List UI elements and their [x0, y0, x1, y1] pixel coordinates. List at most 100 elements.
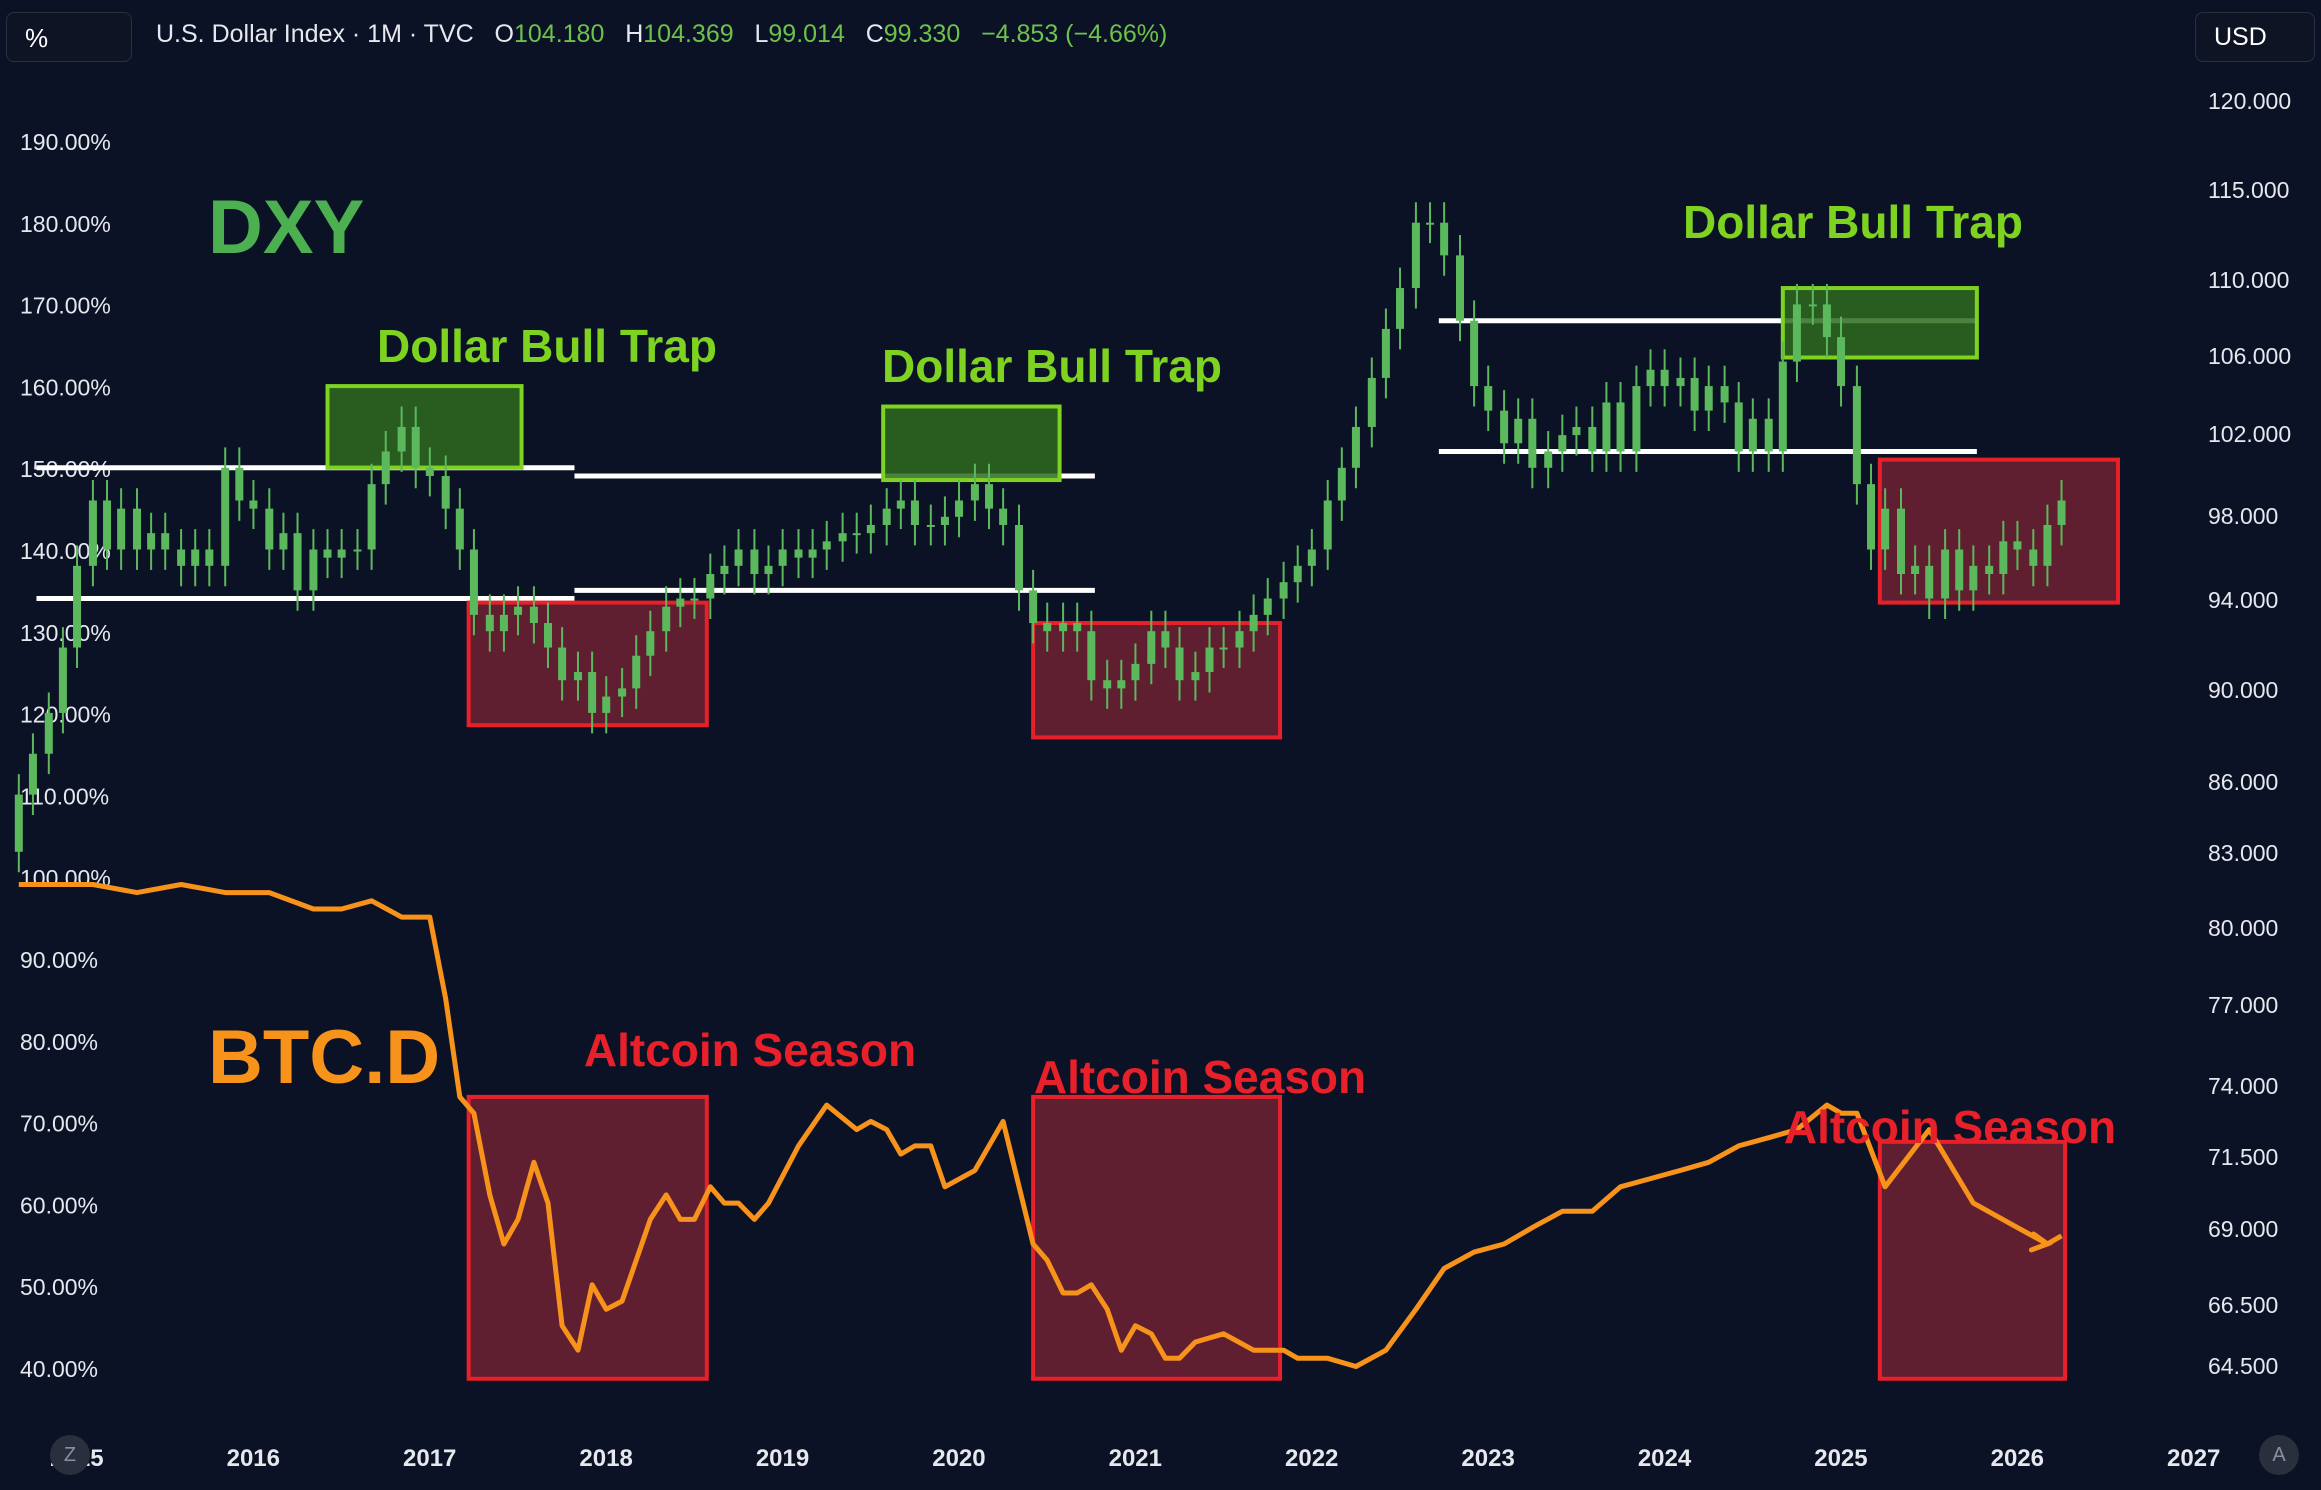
zoom-reset-button[interactable]: Z	[50, 1435, 90, 1475]
candle-body	[14, 794, 23, 852]
candle-body	[1588, 426, 1597, 452]
right-axis-tick-label: 77.000	[2208, 992, 2278, 1018]
symbol-name[interactable]: U.S. Dollar Index · 1M · TVC	[156, 20, 474, 48]
altcoin-season-box	[1031, 1094, 1283, 1381]
candle-body	[1837, 337, 1846, 387]
candle-body	[1558, 435, 1567, 452]
percent-scale-button[interactable]: %	[6, 12, 132, 62]
candle-body	[558, 647, 567, 681]
candle-body	[632, 655, 641, 689]
candle-body	[896, 500, 905, 509]
right-axis-tick-label: 115.000	[2208, 177, 2289, 203]
candle-body	[1029, 590, 1038, 624]
candle-body	[985, 484, 994, 509]
candle-body	[734, 549, 743, 566]
candle-body	[1205, 647, 1214, 673]
altcoin-season-label: Altcoin Season	[1784, 1101, 2116, 1153]
dxy-drop-box	[1877, 457, 2120, 605]
candle-body	[88, 500, 97, 566]
candle-body	[1999, 541, 2008, 575]
candle-body	[1676, 377, 1685, 387]
candle-body	[1985, 565, 1994, 575]
low-key: L	[754, 20, 769, 48]
candle-body	[191, 549, 200, 566]
candle-body	[2057, 500, 2066, 525]
candle-body	[117, 508, 126, 550]
left-axis-tick-label: 190.00%	[20, 129, 111, 155]
x-axis-tick-label: 2019	[756, 1445, 809, 1472]
candle-body	[455, 508, 464, 550]
candle-body	[249, 500, 258, 509]
candle-body	[1235, 631, 1244, 648]
x-axis-tick-label: 2027	[2167, 1445, 2220, 1472]
right-axis-tick-label: 120.000	[2208, 88, 2291, 114]
right-axis-tick-label: 102.000	[2208, 421, 2291, 447]
candle-body	[1440, 222, 1449, 256]
candle-body	[1131, 663, 1140, 681]
currency-button[interactable]: USD	[2195, 12, 2315, 62]
candle-body	[1734, 402, 1743, 452]
candle-body	[866, 524, 875, 534]
candle-body	[1381, 328, 1390, 378]
left-axis-tick-label: 60.00%	[20, 1192, 98, 1218]
change-value: −4.853 (−4.66%)	[981, 20, 1168, 48]
right-axis-tick-label: 69.000	[2208, 1216, 2278, 1242]
candle-body	[706, 574, 715, 599]
candle-body	[235, 467, 244, 501]
right-axis-tick-label: 94.000	[2208, 587, 2278, 613]
candle-body	[1293, 565, 1302, 583]
candle-body	[58, 647, 67, 713]
candle-body	[337, 549, 346, 558]
right-axis-tick-label: 64.500	[2208, 1353, 2278, 1379]
candle-body	[279, 533, 288, 550]
candle-body	[323, 549, 332, 558]
candle-body	[1191, 672, 1200, 681]
candle-body	[1646, 369, 1655, 387]
right-axis-tick-label: 110.000	[2208, 267, 2289, 293]
candle-body	[2043, 524, 2052, 566]
candle-body	[1704, 386, 1713, 411]
candle-body	[808, 549, 817, 558]
candle-body	[28, 753, 37, 795]
candle-body	[1500, 410, 1509, 444]
candle-body	[309, 549, 318, 591]
candle-body	[411, 426, 420, 468]
candle-body	[1660, 369, 1669, 387]
high-key: H	[625, 20, 644, 48]
x-axis-tick-label: 2018	[579, 1445, 632, 1472]
candle-body	[1720, 386, 1729, 403]
candle-body	[662, 606, 671, 632]
close-value: 99.330	[883, 20, 961, 48]
left-axis-tick-label: 160.00%	[20, 374, 111, 400]
candle-body	[955, 500, 964, 517]
altcoin-season-label: Altcoin Season	[584, 1024, 916, 1076]
candle-body	[1219, 647, 1228, 650]
candle-body	[720, 565, 729, 575]
altcoin-season-box	[1877, 1139, 2068, 1381]
high-value: 104.369	[643, 20, 734, 48]
candle-body	[44, 712, 53, 754]
candle-body	[1867, 484, 1876, 550]
auto-scale-button[interactable]: A	[2259, 1435, 2299, 1475]
candle-body	[485, 614, 494, 632]
left-axis-tick-label: 70.00%	[20, 1111, 98, 1137]
candle-body	[1881, 508, 1890, 550]
symbol-legend: U.S. Dollar Index · 1M · TVC O104.180 H1…	[156, 20, 1167, 49]
candle-body	[1572, 426, 1581, 436]
candle-body	[1059, 623, 1068, 632]
candle-body	[1470, 320, 1479, 387]
candle-body	[926, 524, 935, 527]
candle-body	[1117, 680, 1126, 689]
btcd-arrowhead	[2028, 1231, 2053, 1253]
right-axis-tick-label: 83.000	[2208, 840, 2278, 866]
candle-body	[1015, 524, 1024, 591]
candle-body	[1337, 467, 1346, 501]
right-axis-tick-label: 71.500	[2208, 1144, 2278, 1170]
right-axis-tick-label: 106.000	[2208, 343, 2291, 369]
candle-body	[1411, 222, 1420, 289]
candle-body	[353, 549, 362, 552]
candle-body	[588, 672, 597, 713]
candle-body	[1969, 565, 1978, 591]
